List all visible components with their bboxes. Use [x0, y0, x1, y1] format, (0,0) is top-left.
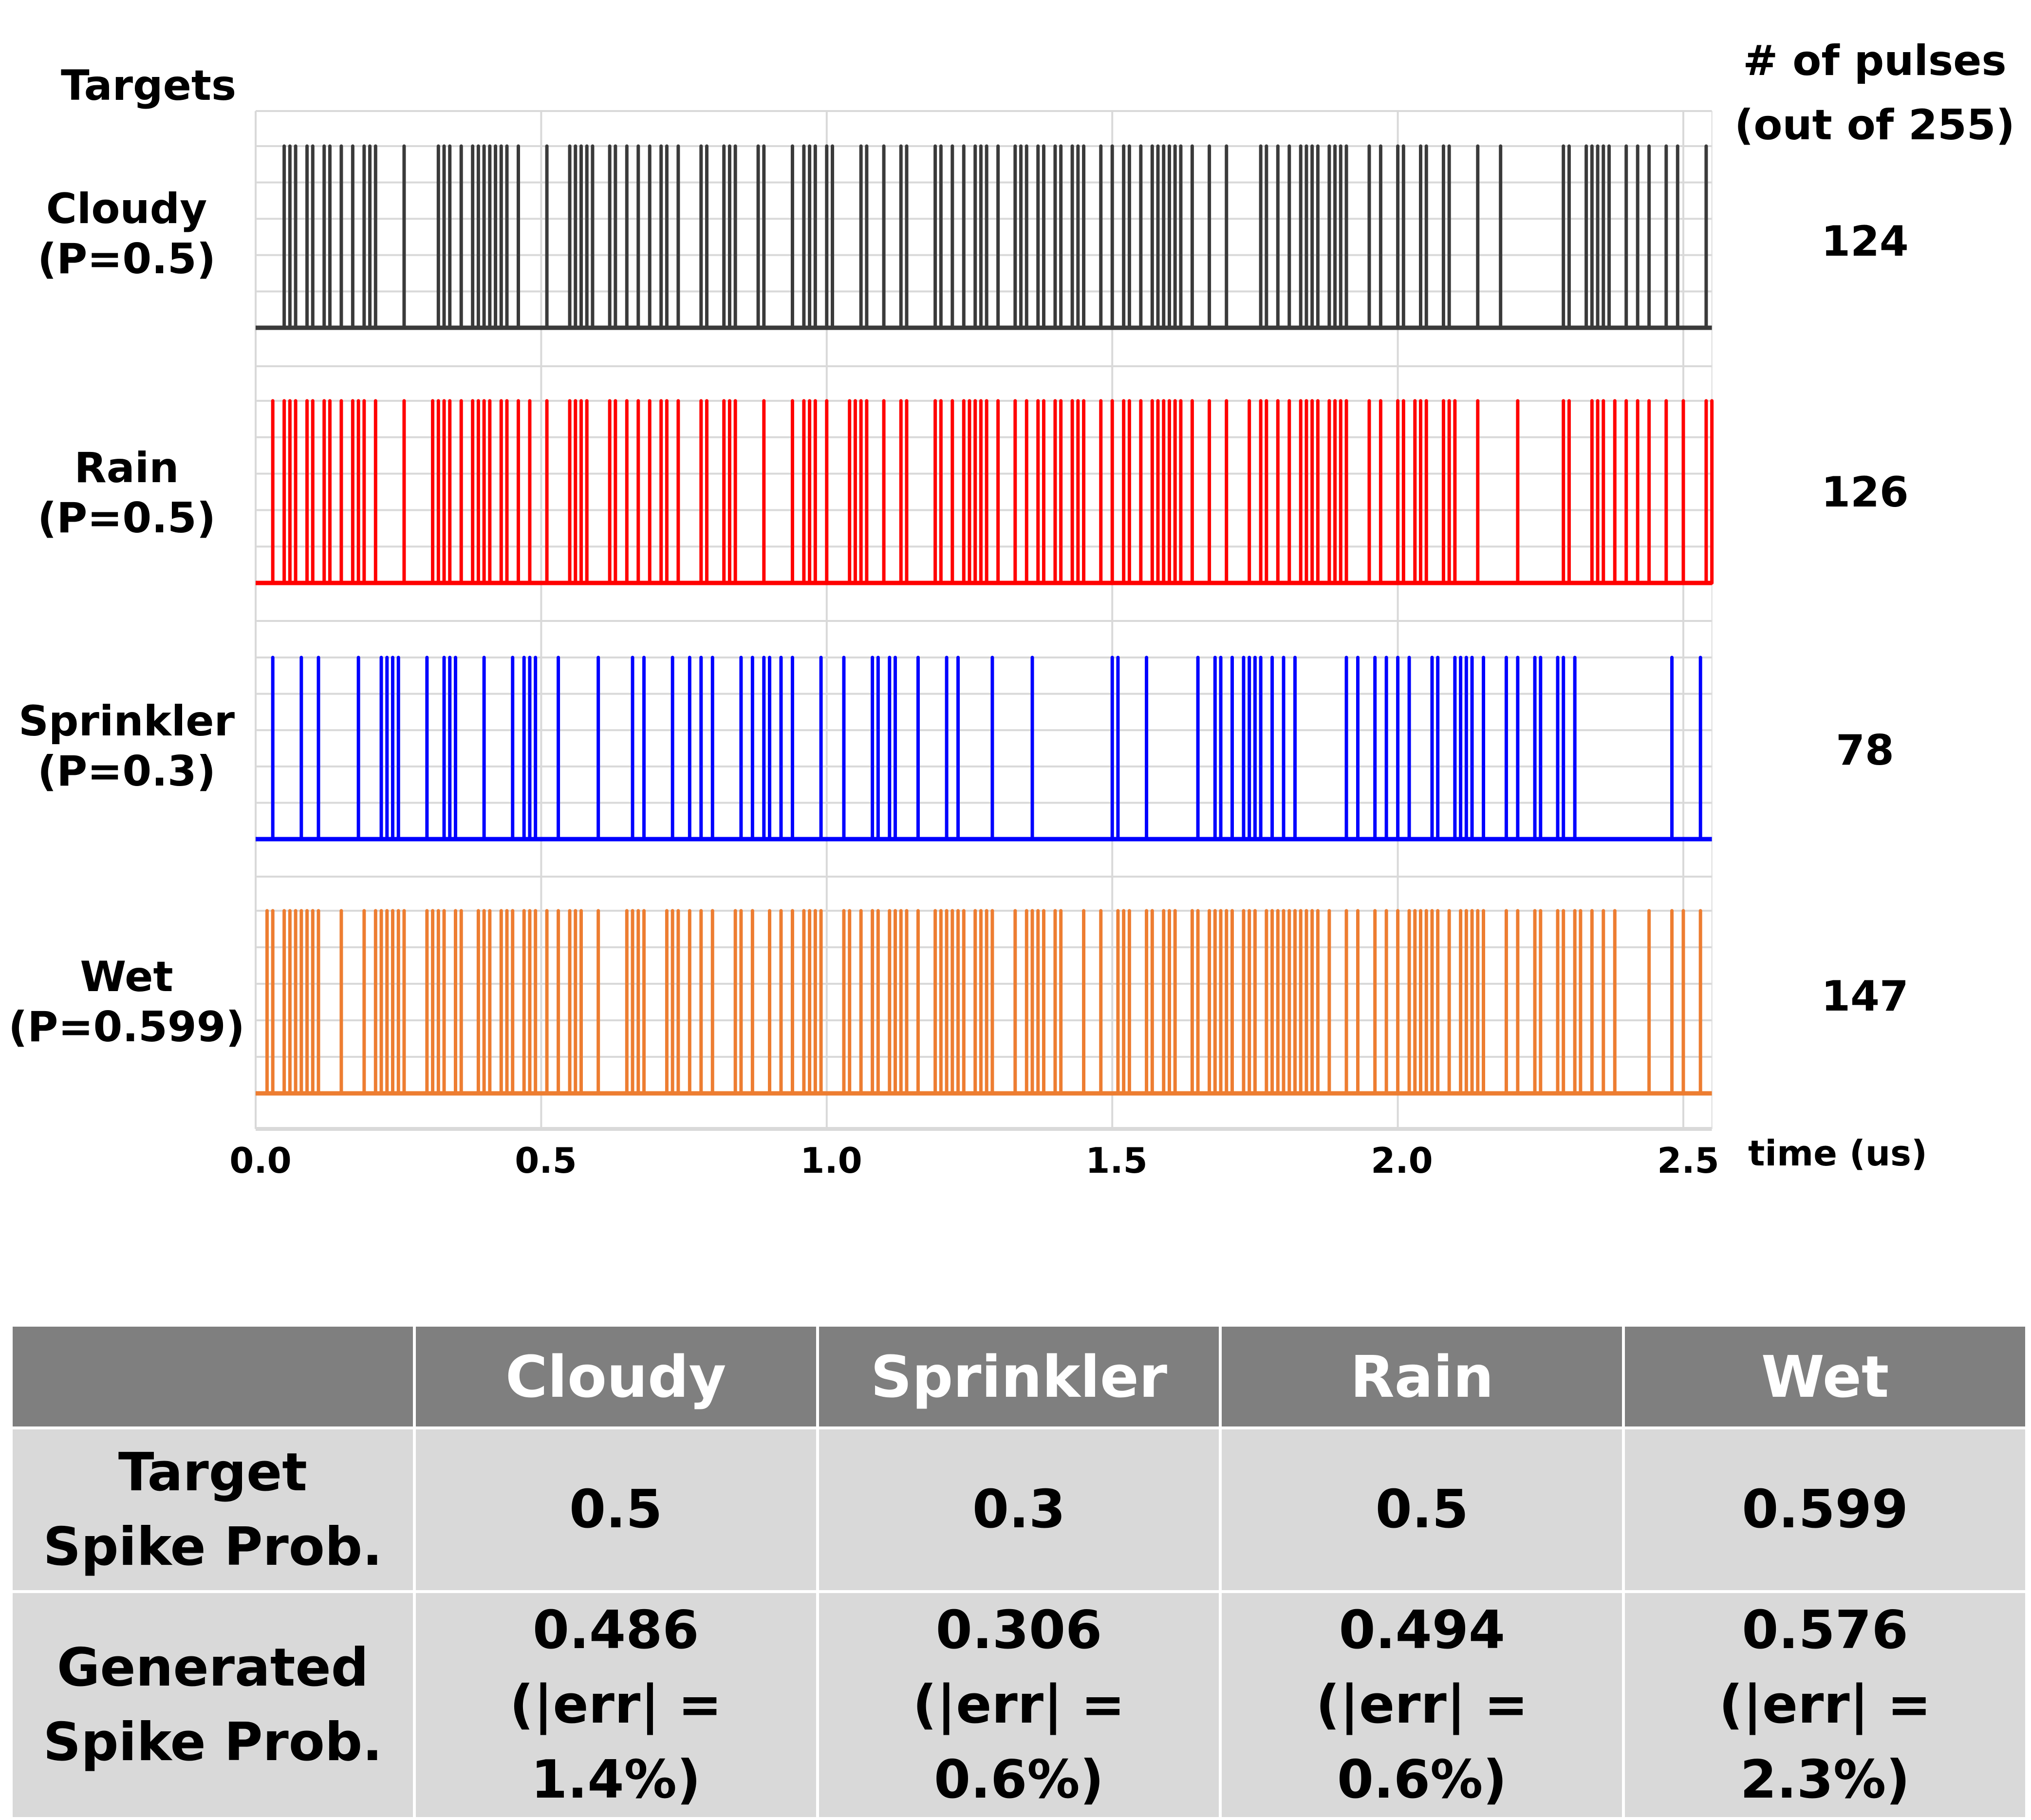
cell-value: 0.486 [532, 1600, 699, 1661]
pulse-count-rain: 126 [1821, 468, 1909, 517]
table-header-wet: Wet [1622, 1324, 2028, 1429]
cell-value: 0.5 [1375, 1479, 1469, 1540]
row-label-line: Target [118, 1442, 307, 1503]
cell-value: 0.494 [1339, 1600, 1506, 1661]
table-cell: 0.5 [412, 1426, 819, 1593]
cell-value: 0.599 [1742, 1479, 1908, 1540]
pulse-count-cloudy: 124 [1821, 217, 1909, 266]
row-label-cloudy: Cloudy (P=0.5) [0, 184, 253, 284]
x-tick-label: 0.5 [515, 1140, 577, 1181]
pulse-count-header-line2: (out of 255) [1734, 100, 2015, 150]
cell-error: (|err| = 0.6%) [1316, 1674, 1528, 1810]
table-row-target: Target Spike Prob. 0.5 0.3 0.5 0.599 [10, 1426, 2028, 1593]
trace-layer [256, 144, 1714, 1096]
pulse-count-header-line1: # of pulses [1743, 37, 2007, 85]
pulse-count-sprinkler: 78 [1836, 726, 1894, 775]
targets-header: Targets [61, 61, 237, 110]
cell-value: 0.306 [935, 1600, 1102, 1661]
spike-probability-table: Cloudy Sprinkler Rain Wet Target Spike P… [10, 1324, 2028, 1820]
row-label-cloudy-name: Cloudy [46, 185, 207, 233]
x-tick-label: 1.5 [1085, 1140, 1148, 1181]
trace-sprinkler [256, 656, 1712, 842]
spike-raster-plot [255, 110, 1714, 1131]
trace-rain [256, 399, 1714, 585]
row-label-rain: Rain (P=0.5) [0, 443, 253, 544]
table-header-row: Cloudy Sprinkler Rain Wet [10, 1324, 2028, 1429]
pulse-count-wet: 147 [1821, 972, 1909, 1021]
table-cell: 0.599 [1622, 1426, 2028, 1593]
table-row-generated: Generated Spike Prob. 0.486 (|err| = 1.4… [10, 1590, 2028, 1820]
table-cell: 0.5 [1219, 1426, 1625, 1593]
row-label-rain-name: Rain [74, 444, 179, 492]
table-cell: 0.494 (|err| = 0.6%) [1219, 1590, 1625, 1820]
cell-error: (|err| = 0.6%) [913, 1674, 1125, 1810]
x-tick-label: 0.0 [229, 1140, 292, 1181]
pulse-count-header: # of pulses (out of 255) [1724, 29, 2026, 157]
row-label-sprinkler-prob: (P=0.3) [37, 747, 216, 796]
table-header-cloudy: Cloudy [412, 1324, 819, 1429]
cell-value: 0.5 [569, 1479, 663, 1540]
table-header-empty [10, 1324, 416, 1429]
x-tick-label: 2.5 [1657, 1140, 1719, 1181]
row-label-sprinkler: Sprinkler (P=0.3) [0, 696, 253, 797]
row-label-line: Spike Prob. [43, 1517, 383, 1577]
table-cell: 0.576 (|err| = 2.3%) [1622, 1590, 2028, 1820]
x-tick-label: 2.0 [1371, 1140, 1433, 1181]
x-axis-label: time (us) [1748, 1133, 1927, 1174]
row-label-wet-name: Wet [80, 953, 173, 1001]
row-label-line: Generated [56, 1637, 369, 1698]
row-label-sprinkler-name: Sprinkler [18, 697, 235, 746]
table-header-rain: Rain [1219, 1324, 1625, 1429]
x-tick-label: 1.0 [800, 1140, 862, 1181]
cell-error: (|err| = 1.4%) [509, 1674, 722, 1810]
trace-cloudy [256, 144, 1712, 330]
table-cell: 0.306 (|err| = 0.6%) [816, 1590, 1222, 1820]
cell-value: 0.576 [1742, 1600, 1908, 1661]
row-label-cloudy-prob: (P=0.5) [37, 235, 216, 284]
table-row-label: Target Spike Prob. [10, 1426, 416, 1593]
table-cell: 0.486 (|err| = 1.4%) [412, 1590, 819, 1820]
trace-wet [256, 909, 1712, 1096]
row-label-wet: Wet (P=0.599) [0, 952, 253, 1052]
cell-value: 0.3 [972, 1479, 1066, 1540]
table-row-label: Generated Spike Prob. [10, 1590, 416, 1820]
row-label-line: Spike Prob. [43, 1712, 383, 1773]
row-label-wet-prob: (P=0.599) [8, 1003, 245, 1052]
table-header-sprinkler: Sprinkler [816, 1324, 1222, 1429]
row-label-rain-prob: (P=0.5) [37, 494, 216, 543]
table-cell: 0.3 [816, 1426, 1222, 1593]
cell-error: (|err| = 2.3%) [1719, 1674, 1932, 1810]
